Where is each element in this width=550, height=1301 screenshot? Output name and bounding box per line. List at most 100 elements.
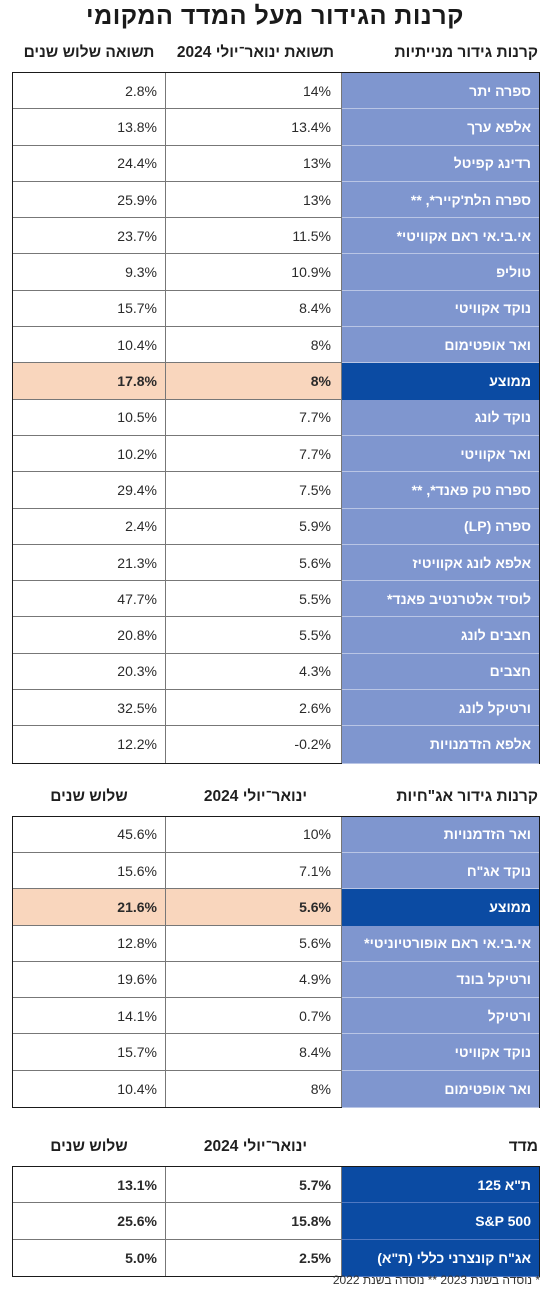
equity-ytd-return: 7.7% — [166, 435, 342, 472]
equity-ytd-return: 5.5% — [166, 581, 342, 617]
equity-3y-return: 24.4% — [13, 145, 166, 181]
index-ytd-return: 15.8% — [166, 1203, 342, 1239]
equity-fund-name: ממוצע — [342, 363, 539, 400]
bonds-row: ורטיקל 0.7% 14.1% — [13, 998, 539, 1035]
equity-ytd-return: 10.9% — [166, 254, 342, 290]
equity-fund-name: ורטיקל לונג — [342, 690, 539, 727]
equity-ytd-return: 13% — [166, 145, 342, 181]
equity-header-name: קרנות גידור מנייתיות — [394, 44, 538, 61]
equity-3y-return: 10.2% — [13, 435, 166, 472]
index-3y-return: 13.1% — [13, 1167, 166, 1203]
equity-row: ספרה טק פאנד*, ** 7.5% 29.4% — [13, 472, 539, 509]
index-header-ytd: ינואר־יולי 2024 — [203, 1138, 308, 1156]
equity-fund-name: נוקד לונג — [342, 399, 539, 436]
bonds-fund-name: ואר אופטימום — [342, 1070, 539, 1109]
equity-fund-name: ואר אופטימום — [342, 327, 539, 364]
page-title: קרנות הגידור מעל המדד המקומי — [86, 2, 464, 30]
bonds-header: קרנות גידור אג"חיות ינואר־יולי 2024 שלוש… — [0, 778, 550, 816]
index-row: S&P 500 15.8% 25.6% — [13, 1203, 539, 1240]
equity-3y-return: 9.3% — [13, 254, 166, 290]
bonds-row: ואר הזדמנויות 10% 45.6% — [13, 816, 539, 853]
equity-header-3y: תשואה שלוש שנים — [23, 44, 155, 61]
equity-row: לוסיד אלטרנטיב פאנד* 5.5% 47.7% — [13, 581, 539, 618]
equity-3y-return: 15.7% — [13, 290, 166, 327]
equity-fund-name: חצבים לונג — [342, 617, 539, 654]
equity-row: חצבים לונג 5.5% 20.8% — [13, 617, 539, 654]
equity-3y-return: 23.7% — [13, 218, 166, 254]
index-3y-return: 5.0% — [13, 1239, 166, 1276]
equity-fund-name: חצבים — [342, 653, 539, 691]
bonds-fund-name: אי.בי.אי ראם אופורטיוניטי* — [342, 925, 539, 962]
equity-fund-name: ספרה (LP) — [342, 508, 539, 545]
bonds-fund-name: ורטיקל בונד — [342, 961, 539, 999]
bonds-header-ytd: ינואר־יולי 2024 — [203, 787, 308, 805]
equity-ytd-return: 5.6% — [166, 544, 342, 581]
equity-row: חצבים 4.3% 20.3% — [13, 653, 539, 691]
bonds-average-row: ממוצע 5.6% 21.6% — [13, 889, 539, 926]
equity-fund-name: טוליפ — [342, 254, 539, 291]
equity-fund-name: ספרה הלת'קייר*, ** — [342, 181, 539, 219]
bonds-ytd-return: 5.6% — [166, 925, 342, 961]
bonds-ytd-return: 8% — [166, 1070, 342, 1108]
equity-ytd-return: 13.4% — [166, 109, 342, 145]
equity-row: רדינג קפיטל 13% 24.4% — [13, 145, 539, 182]
equity-3y-return: 10.5% — [13, 399, 166, 435]
equity-3y-return: 10.4% — [13, 327, 166, 363]
bonds-3y-return: 19.6% — [13, 961, 166, 998]
equity-table: ספרה יתר 14% 2.8% אלפא ערך 13.4% 13.8% רדינג ק… — [12, 72, 540, 764]
bonds-row: נוקד אג"ח 7.1% 15.6% — [13, 852, 539, 890]
equity-row: ורטיקל לונג 2.6% 32.5% — [13, 690, 539, 727]
index-fund-name: אג"ח קונצרני כללי (ת"א) — [342, 1239, 539, 1277]
equity-row: ספרה יתר 14% 2.8% — [13, 73, 539, 110]
equity-row: ספרה (LP) 5.9% 2.4% — [13, 508, 539, 545]
bonds-3y-return: 10.4% — [13, 1070, 166, 1108]
index-ytd-return: 5.7% — [166, 1167, 342, 1203]
equity-fund-name: נוקד אקוויטי — [342, 290, 539, 328]
bonds-ytd-return: 10% — [166, 816, 342, 852]
equity-fund-name: רדינג קפיטל — [342, 145, 539, 182]
equity-row: נוקד אקוויטי 8.4% 15.7% — [13, 290, 539, 328]
equity-header-ytd: תשואת ינואר־יולי 2024 — [176, 44, 335, 61]
equity-fund-name: לוסיד אלטרנטיב פאנד* — [342, 581, 539, 618]
bonds-row: אי.בי.אי ראם אופורטיוניטי* 5.6% 12.8% — [13, 925, 539, 962]
bonds-ytd-return: 8.4% — [166, 1034, 342, 1070]
equity-3y-return: 21.3% — [13, 544, 166, 581]
equity-3y-return: 25.9% — [13, 181, 166, 218]
equity-average-row: ממוצע 8% 17.8% — [13, 363, 539, 400]
equity-3y-return: 32.5% — [13, 690, 166, 726]
index-header: מדד ינואר־יולי 2024 שלוש שנים — [0, 1128, 550, 1166]
bonds-ytd-return: 0.7% — [166, 998, 342, 1034]
equity-ytd-return: 5.5% — [166, 617, 342, 653]
equity-row: אלפא לונג אקוויטיז 5.6% 21.3% — [13, 544, 539, 582]
equity-ytd-return: 14% — [166, 73, 342, 109]
bonds-row: ורטיקל בונד 4.9% 19.6% — [13, 961, 539, 999]
index-fund-name: S&P 500 — [342, 1203, 539, 1240]
equity-ytd-return: 8% — [166, 327, 342, 363]
equity-fund-name: אלפא הזדמנויות — [342, 726, 539, 764]
bonds-fund-name: ואר הזדמנויות — [342, 816, 539, 853]
bonds-fund-name: ממוצע — [342, 889, 539, 926]
equity-3y-return: 20.3% — [13, 653, 166, 690]
equity-fund-name: אלפא ערך — [342, 109, 539, 146]
index-header-3y: שלוש שנים — [50, 1138, 128, 1156]
bonds-row: ואר אופטימום 8% 10.4% — [13, 1070, 539, 1109]
bonds-fund-name: נוקד אג"ח — [342, 852, 539, 890]
equity-row: טוליפ 10.9% 9.3% — [13, 254, 539, 291]
equity-ytd-return: 7.5% — [166, 472, 342, 508]
equity-3y-return: 29.4% — [13, 472, 166, 508]
equity-fund-name: ואר אקוויטי — [342, 435, 539, 473]
bonds-3y-return: 45.6% — [13, 816, 166, 852]
equity-fund-name: אלפא לונג אקוויטיז — [342, 544, 539, 582]
equity-3y-return: 2.4% — [13, 508, 166, 544]
equity-ytd-return: 4.3% — [166, 653, 342, 690]
equity-ytd-return: 8% — [166, 363, 342, 399]
index-fund-name: ת"א 125 — [342, 1167, 539, 1204]
equity-3y-return: 13.8% — [13, 109, 166, 145]
equity-ytd-return: 8.4% — [166, 290, 342, 327]
bonds-3y-return: 21.6% — [13, 889, 166, 925]
equity-fund-name: אי.בי.אי ראם אקוויטי* — [342, 218, 539, 255]
footnote: * נוסדה בשנת 2023 ** נוסדה בשנת 2022 — [332, 1273, 540, 1287]
bonds-3y-return: 12.8% — [13, 925, 166, 961]
equity-row: אלפא הזדמנויות -0.2% 12.2% — [13, 726, 539, 764]
